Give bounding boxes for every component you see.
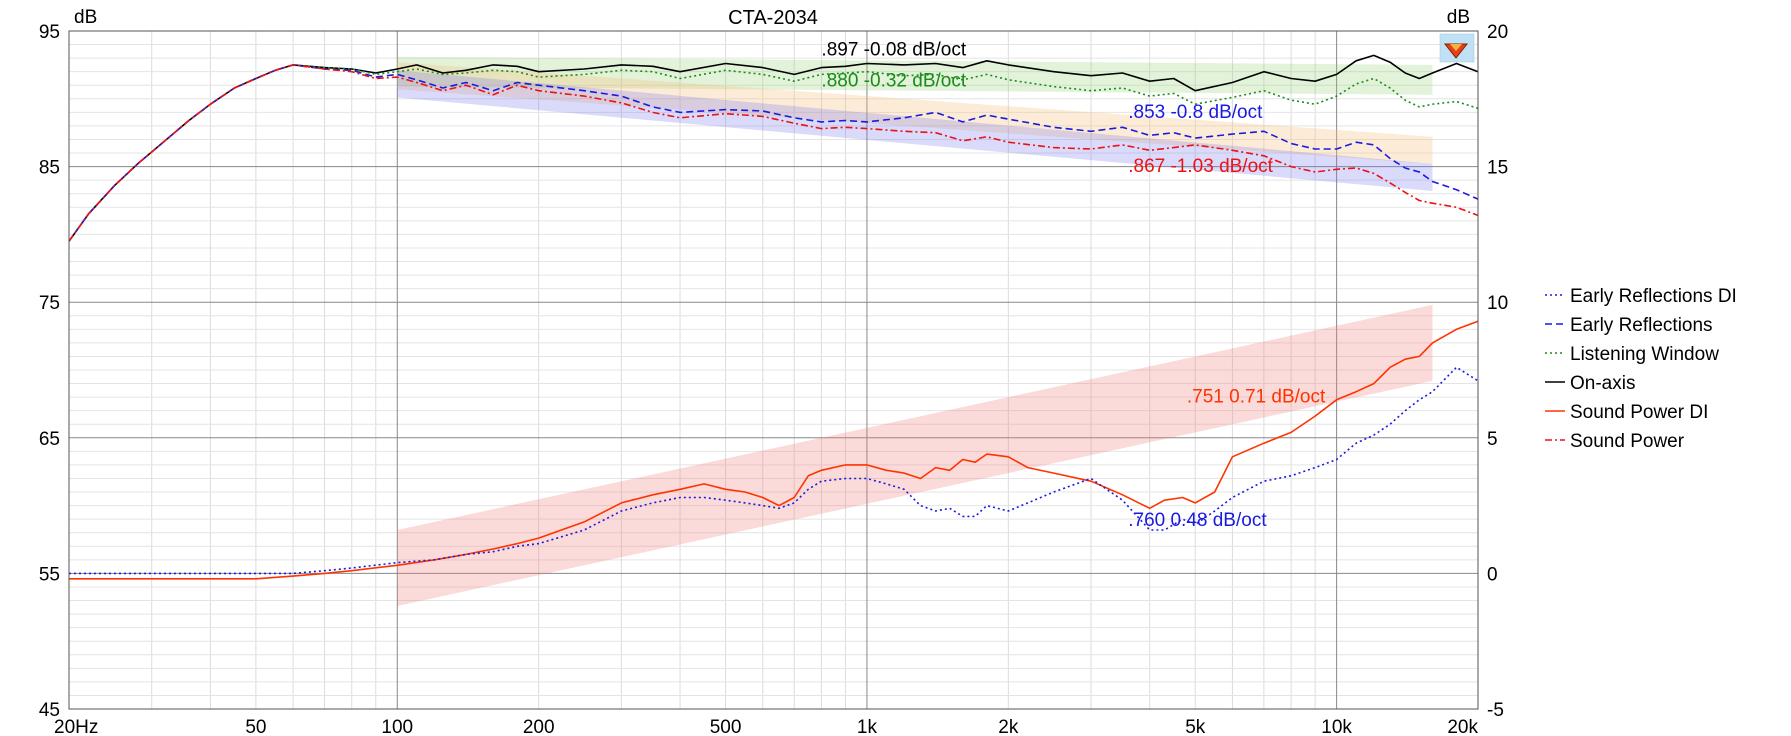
trend-annotation: .760 0.48 dB/oct [1128, 510, 1267, 531]
x-tick-label: 10k [1321, 717, 1352, 736]
plot-frame [68, 30, 1479, 710]
legend-label: Sound Power DI [1570, 402, 1708, 423]
chart-title: CTA-2034 [728, 7, 818, 29]
trend-annotation: .867 -1.03 dB/oct [1128, 156, 1273, 177]
legend: Early Reflections DI Early Reflections Lis… [1545, 286, 1737, 452]
series-line-sound-power-di [69, 320, 1479, 580]
x-tick-label: 200 [523, 717, 555, 736]
x-tick-label: 5k [1185, 717, 1206, 736]
right-tick-label: 10 [1487, 293, 1508, 314]
trend-bands [397, 56, 1433, 606]
series-line-sound-power [68, 64, 1479, 242]
x-tick-label: 500 [710, 717, 742, 736]
left-tick-label: 75 [39, 293, 60, 314]
trend-annotation: .897 -0.08 dB/oct [821, 39, 966, 60]
left-axis-unit: dB [74, 7, 97, 28]
annotations: .897 -0.08 dB/oct .880 -0.32 dB/oct .853 -… [821, 39, 1326, 531]
legend-label: On-axis [1570, 373, 1635, 394]
right-tick-label: 20 [1487, 22, 1508, 43]
trend-annotation: .751 0.71 dB/oct [1187, 387, 1326, 408]
x-tick-label: 2k [998, 717, 1019, 736]
logo-icon [1439, 33, 1475, 63]
left-tick-label: 55 [39, 564, 60, 585]
trend-band [397, 62, 1433, 164]
legend-label: Early Reflections DI [1570, 286, 1737, 307]
series-line-early-reflections [68, 64, 1479, 242]
trend-annotation: .880 -0.32 dB/oct [821, 71, 966, 92]
legend-label: Sound Power [1570, 431, 1685, 452]
right-axis-unit: dB [1447, 7, 1470, 28]
trend-band [397, 304, 1433, 606]
right-tick-label: 5 [1487, 429, 1498, 450]
legend-label: Early Reflections [1570, 315, 1713, 336]
legend-label: Listening Window [1570, 344, 1719, 365]
series-lines [68, 54, 1479, 580]
x-tick-label: 1k [857, 717, 878, 736]
right-tick-label: 15 [1487, 158, 1508, 179]
grid-minor [68, 31, 1479, 709]
left-tick-label: 95 [39, 22, 60, 43]
right-tick-label: -5 [1487, 700, 1504, 721]
left-tick-label: 65 [39, 429, 60, 450]
right-tick-label: 0 [1487, 564, 1498, 585]
x-tick-label: 100 [381, 717, 413, 736]
trend-annotation: .853 -0.8 dB/oct [1128, 102, 1263, 123]
left-tick-label: 45 [39, 700, 60, 721]
trend-band [397, 70, 1433, 192]
axis-ticks: 20Hz 50 100 200 500 1k 2k 5k 10k 20k9585756555452… [39, 22, 1508, 736]
x-tick-label: 50 [245, 717, 266, 736]
x-tick-label: 20Hz [54, 717, 98, 736]
x-tick-label: 20k [1447, 717, 1478, 736]
left-tick-label: 85 [39, 158, 60, 179]
